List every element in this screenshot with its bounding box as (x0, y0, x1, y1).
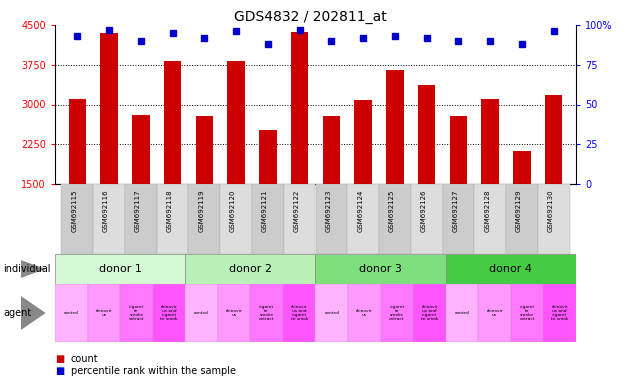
Bar (506, 184, 538, 254)
Polygon shape (21, 296, 46, 330)
Text: GSM692120: GSM692120 (230, 190, 236, 232)
Polygon shape (21, 260, 46, 278)
Bar (315, 284, 348, 342)
Bar (543, 284, 576, 342)
Bar (348, 284, 381, 342)
Bar (55, 284, 88, 342)
Bar (315, 184, 347, 254)
Text: GSM692116: GSM692116 (103, 190, 109, 232)
Bar (259, 130, 276, 184)
Bar (478, 284, 511, 342)
Text: GSM692119: GSM692119 (198, 190, 204, 232)
Bar (379, 184, 411, 254)
Bar (511, 284, 543, 342)
Text: GSM692115: GSM692115 (71, 190, 77, 232)
Text: percentile rank within the sample: percentile rank within the sample (71, 366, 235, 376)
Text: rhinovir
us and
cigaret
te smok: rhinovir us and cigaret te smok (421, 305, 438, 321)
Bar (323, 116, 340, 184)
Bar (100, 33, 118, 184)
Text: rhinovir
us and
cigaret
te smok: rhinovir us and cigaret te smok (551, 305, 568, 321)
Text: control: control (194, 311, 209, 315)
Text: GSM692118: GSM692118 (166, 190, 173, 232)
Text: GSM692117: GSM692117 (135, 190, 141, 232)
Bar (418, 85, 435, 184)
Bar (283, 284, 315, 342)
Text: control: control (324, 311, 339, 315)
Bar (514, 151, 531, 184)
Bar (446, 284, 478, 342)
Bar (61, 184, 93, 254)
Bar (153, 284, 185, 342)
Bar (381, 284, 413, 342)
Text: rhinovir
us and
cigaret
te smok: rhinovir us and cigaret te smok (291, 305, 308, 321)
Text: GSM692127: GSM692127 (453, 190, 458, 232)
Bar (227, 61, 245, 184)
Bar (413, 284, 446, 342)
Text: GSM692130: GSM692130 (548, 190, 554, 232)
Text: ■: ■ (55, 366, 64, 376)
Bar (188, 184, 220, 254)
Text: GSM692123: GSM692123 (325, 190, 332, 232)
Bar (252, 184, 284, 254)
Text: GSM692126: GSM692126 (420, 190, 427, 232)
Bar (250, 284, 283, 342)
Text: cigaret
te
smoke
extract: cigaret te smoke extract (519, 305, 535, 321)
Text: cigaret
te
smoke
extract: cigaret te smoke extract (259, 305, 274, 321)
Bar (125, 184, 156, 254)
Bar (55, 254, 185, 284)
Bar (474, 184, 506, 254)
Text: GSM692125: GSM692125 (389, 190, 395, 232)
Text: ■: ■ (55, 354, 64, 364)
Bar (93, 184, 125, 254)
Text: count: count (71, 354, 98, 364)
Bar (185, 284, 218, 342)
Text: rhinovir
us and
cigaret
te smok: rhinovir us and cigaret te smok (160, 305, 178, 321)
Text: donor 4: donor 4 (489, 264, 532, 274)
Bar (218, 284, 250, 342)
Bar (315, 254, 446, 284)
Bar (411, 184, 443, 254)
Text: rhinovir
us: rhinovir us (226, 309, 242, 317)
Bar (164, 61, 181, 184)
Bar (291, 32, 309, 184)
Text: rhinovir
us: rhinovir us (96, 309, 112, 317)
Text: control: control (455, 311, 469, 315)
Bar (545, 95, 563, 184)
Text: GSM692122: GSM692122 (294, 190, 299, 232)
Text: GSM692128: GSM692128 (484, 190, 490, 232)
Text: donor 2: donor 2 (229, 264, 272, 274)
Text: donor 1: donor 1 (99, 264, 142, 274)
Text: donor 3: donor 3 (359, 264, 402, 274)
Bar (220, 184, 252, 254)
Bar (446, 254, 576, 284)
Text: control: control (64, 311, 79, 315)
Bar (284, 184, 315, 254)
Bar (132, 115, 150, 184)
Bar (386, 70, 404, 184)
Bar (120, 284, 153, 342)
Text: individual: individual (3, 264, 50, 274)
Bar (196, 116, 213, 184)
Text: cigaret
te
smoke
extract: cigaret te smoke extract (389, 305, 405, 321)
Bar (443, 184, 474, 254)
Bar (538, 184, 569, 254)
Bar (450, 116, 467, 184)
Bar (347, 184, 379, 254)
Bar (481, 99, 499, 184)
Bar (156, 184, 188, 254)
Text: rhinovir
us: rhinovir us (356, 309, 373, 317)
Bar (68, 99, 86, 184)
Bar (185, 254, 315, 284)
Text: GSM692121: GSM692121 (262, 190, 268, 232)
Text: cigaret
te
smoke
extract: cigaret te smoke extract (129, 305, 144, 321)
Text: agent: agent (3, 308, 31, 318)
Text: rhinovir
us: rhinovir us (486, 309, 503, 317)
Text: GDS4832 / 202811_at: GDS4832 / 202811_at (234, 10, 387, 23)
Bar (88, 284, 120, 342)
Text: GSM692124: GSM692124 (357, 190, 363, 232)
Text: GSM692129: GSM692129 (516, 190, 522, 232)
Bar (355, 100, 372, 184)
